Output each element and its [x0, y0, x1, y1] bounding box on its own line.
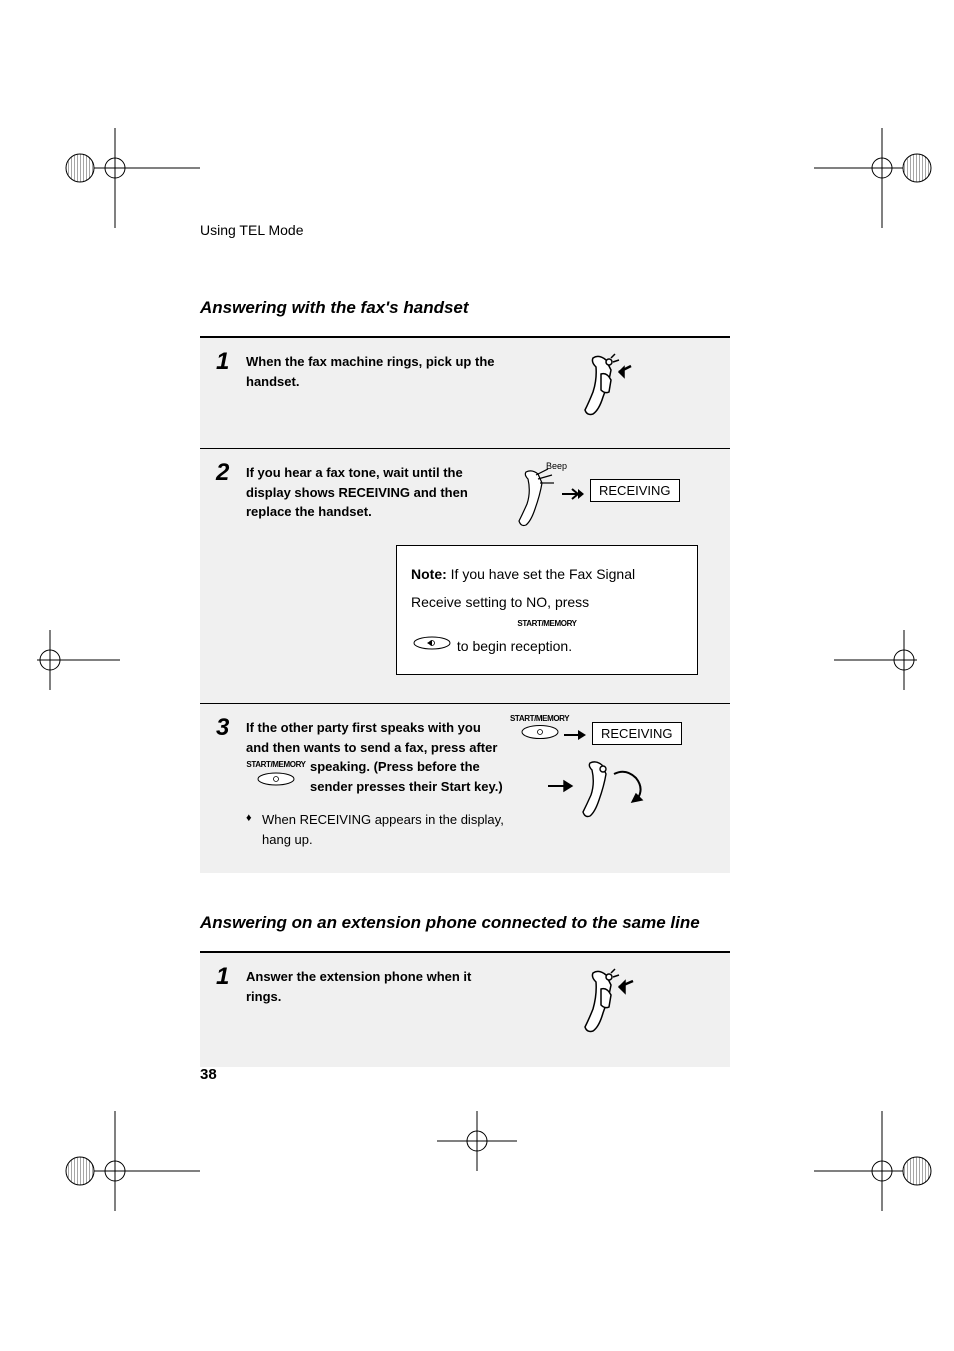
regmark-mid-left	[20, 630, 140, 720]
step-1-graphic	[518, 352, 714, 424]
page-content: Using TEL Mode Answering with the fax's …	[200, 222, 730, 1067]
step-3-text-a: If the other party first speaks with you…	[246, 720, 481, 755]
page-number: 38	[200, 1066, 217, 1083]
section1-steps: 1 When the fax machine rings, pick up th…	[200, 336, 730, 873]
start-memory-button-icon: START/MEMORY	[246, 759, 306, 793]
step-s2-1-graphic	[518, 967, 714, 1043]
display-receiving: RECEIVING	[590, 479, 680, 502]
step-3-bullet: When RECEIVING appears in the display, h…	[246, 810, 506, 849]
step-number: 1	[216, 963, 229, 991]
step-number: 1	[216, 348, 229, 376]
section2-title: Answering on an extension phone connecte…	[200, 913, 730, 933]
step-3-graphic: START/MEMORY RECEIVING	[518, 718, 714, 796]
handset-hangup-icon	[548, 760, 658, 818]
handset-listen-icon	[510, 469, 560, 531]
running-head: Using TEL Mode	[200, 222, 730, 238]
step-3-text: If the other party first speaks with you…	[246, 718, 506, 796]
regmark-bottom-right	[814, 1111, 934, 1201]
note-prefix: Note:	[411, 566, 447, 582]
start-memory-button-icon: START/MEMORY	[510, 714, 569, 746]
arrow-right-icon	[562, 487, 586, 501]
step-number: 2	[216, 459, 229, 487]
step-1: 1 When the fax machine rings, pick up th…	[200, 338, 730, 448]
step-3: 3 If the other party first speaks with y…	[200, 703, 730, 873]
handset-pickup-icon	[571, 352, 661, 424]
note-text-b: to begin reception.	[453, 638, 572, 654]
step-1-text: When the fax machine rings, pick up the …	[246, 352, 506, 424]
arrow-right-icon	[564, 728, 588, 742]
regmark-top-right	[814, 128, 934, 218]
note-box: Note: If you have set the Fax Signal Rec…	[396, 545, 698, 675]
regmark-top-left	[20, 128, 140, 218]
section1-title: Answering with the fax's handset	[200, 298, 730, 318]
regmark-bottom-center	[417, 1111, 537, 1201]
step-2-graphic: Beep RECEIVING	[518, 463, 714, 533]
step-s2-1-text: Answer the extension phone when it rings…	[246, 967, 506, 1043]
handset-pickup-icon	[571, 967, 661, 1043]
step-number: 3	[216, 714, 229, 742]
step-2-text: If you hear a fax tone, wait until the d…	[246, 463, 506, 533]
regmark-bottom-left	[20, 1111, 140, 1201]
step-s2-1: 1 Answer the extension phone when it rin…	[200, 953, 730, 1067]
section2-steps: 1 Answer the extension phone when it rin…	[200, 951, 730, 1067]
step-2: 2 If you hear a fax tone, wait until the…	[200, 448, 730, 703]
regmark-mid-right	[814, 630, 934, 720]
display-receiving: RECEIVING	[592, 722, 682, 745]
